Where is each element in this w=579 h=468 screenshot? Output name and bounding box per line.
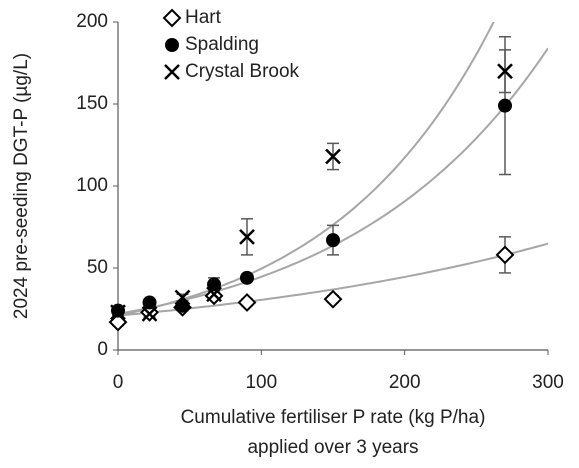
marker-diamond	[237, 293, 257, 312]
y-axis-title: 2024 pre-seeding DGT-P (µg/L)	[11, 53, 32, 319]
x-tick-label: 200	[389, 372, 421, 393]
marker-x	[239, 228, 255, 245]
legend-label: Spalding	[185, 34, 259, 55]
marker-circle	[498, 98, 512, 113]
legend-label: Crystal Brook	[185, 61, 300, 82]
marker-x	[110, 304, 126, 321]
marker-diamond	[495, 245, 515, 265]
marker-circle	[142, 295, 157, 310]
marker-diamond	[323, 289, 343, 309]
marker-diamond	[162, 8, 182, 28]
marker-x	[141, 306, 158, 322]
y-tick-label: 200	[76, 11, 108, 32]
legend-label: Hart	[185, 7, 222, 28]
marker-circle	[240, 270, 254, 285]
trendline	[118, 47, 548, 315]
y-tick-label: 0	[97, 339, 108, 360]
x-axis-title: applied over 3 years	[247, 437, 418, 458]
marker-x	[206, 286, 222, 303]
marker-x	[325, 148, 341, 165]
marker-x	[497, 63, 513, 80]
marker-diamond	[108, 312, 128, 332]
x-tick-label: 300	[532, 372, 564, 393]
x-tick-label: 100	[245, 372, 277, 393]
marker-circle	[207, 277, 222, 292]
y-tick-label: 100	[76, 175, 108, 196]
marker-circle	[326, 233, 340, 248]
marker-circle	[165, 38, 179, 52]
x-tick-label: 0	[113, 372, 124, 393]
x-axis-title: Cumulative fertiliser P rate (kg P/ha)	[181, 407, 486, 428]
marker-x	[164, 64, 180, 80]
y-tick-label: 50	[87, 257, 108, 278]
y-tick-label: 150	[76, 93, 108, 114]
marker-x	[174, 289, 191, 306]
